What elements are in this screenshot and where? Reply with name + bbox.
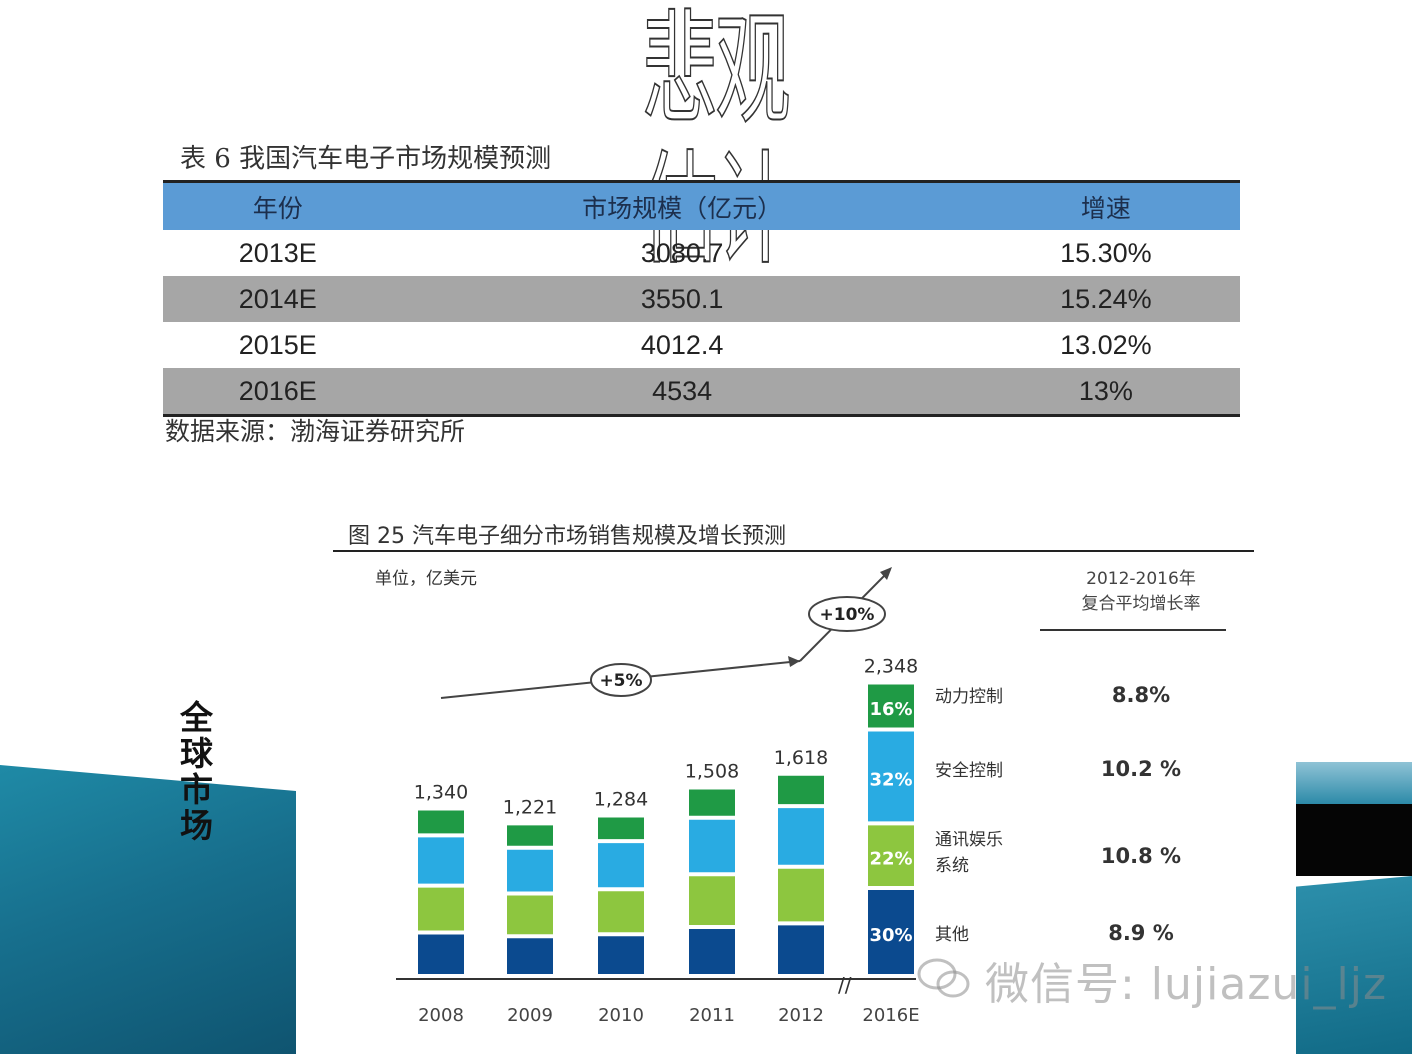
legend-label: 其他 <box>935 925 969 945</box>
bar-total-label: 1,340 <box>414 782 468 804</box>
side-label: 全球市场 <box>180 698 213 845</box>
cell-year: 2014E <box>163 276 393 322</box>
table-row: 2016E 4534 13% <box>163 368 1240 417</box>
bar-segment-2010-1 <box>598 891 644 933</box>
bar-segment-2008-0 <box>418 934 464 974</box>
table-row: 2013E 3080.7 15.30% <box>163 230 1240 276</box>
cagr-header: 复合平均增长率 <box>1082 594 1201 614</box>
cell-growth: 15.30% <box>1060 237 1152 268</box>
bar-segment-2008-3 <box>418 810 464 834</box>
table-caption: 表 6 我国汽车电子市场规模预测 <box>180 144 552 174</box>
legend-label: 安全控制 <box>935 761 1003 781</box>
x-tick-label: 2010 <box>598 1005 644 1026</box>
decorative-teal-panel-left <box>0 765 296 1054</box>
wechat-icon <box>917 958 970 998</box>
bar-total-label: 1,618 <box>774 747 828 769</box>
segment-share-label: 16% <box>869 699 912 720</box>
growth-badge <box>590 663 652 697</box>
bar-segment-2011-1 <box>689 876 735 925</box>
decorative-panel-right-dark <box>1296 804 1412 876</box>
bar-segment-2012-1 <box>778 868 824 922</box>
bar-segment-2010-2 <box>598 843 644 888</box>
bar-segment-2016E-1 <box>868 825 914 886</box>
growth-badge-label: +10% <box>820 605 875 625</box>
cell-year: 2013E <box>238 237 317 268</box>
bar-segment-2009-0 <box>507 938 553 974</box>
bar-segment-2010-3 <box>598 817 644 840</box>
x-tick-label: 2008 <box>418 1005 464 1026</box>
chart-unit-label: 单位，亿美元 <box>375 569 477 589</box>
bar-segment-2012-2 <box>778 808 824 865</box>
bar-segment-2009-2 <box>507 849 553 892</box>
cell-growth: 13% <box>971 368 1240 417</box>
bar-total-label: 1,508 <box>685 761 739 783</box>
x-tick-label: 2016E <box>862 1005 919 1026</box>
cell-size: 3550.1 <box>392 276 972 322</box>
cell-size: 4012.4 <box>640 329 724 360</box>
segment-share-label: 30% <box>869 925 912 946</box>
table-source: 数据来源：渤海证券研究所 <box>165 417 466 446</box>
cell-size: 3080.7 <box>640 237 724 268</box>
header-market-size: 市场规模（亿元） <box>392 180 972 230</box>
watermark-text: 微信号: lujiazui_ljz <box>985 959 1388 1010</box>
bar-segment-2012-0 <box>778 925 824 974</box>
bar-total-label: 1,284 <box>594 789 648 811</box>
x-tick-label: 2012 <box>778 1005 824 1026</box>
bar-segment-2009-3 <box>507 825 553 846</box>
bar-segment-2011-3 <box>689 789 735 816</box>
cagr-value: 10.8 % <box>1101 844 1181 868</box>
cell-year: 2016E <box>163 368 393 417</box>
forecast-table: 年份 市场规模（亿元） 增速 2013E 3080.7 15.30% 2014E… <box>163 180 1240 417</box>
arrowhead <box>880 567 892 580</box>
growth-badge-label: +5% <box>599 671 642 691</box>
bar-segment-2008-2 <box>418 837 464 884</box>
chart-title: 图 25 汽车电子细分市场销售规模及增长预测 <box>348 524 786 549</box>
bar-segment-2012-3 <box>778 775 824 805</box>
cell-growth: 15.24% <box>971 276 1240 322</box>
cagr-value: 8.8% <box>1112 683 1170 707</box>
cagr-value: 8.9 % <box>1108 921 1174 945</box>
bar-segment-2016E-2 <box>868 731 914 822</box>
chart-title-rule <box>333 550 1254 552</box>
bar-segment-2016E-3 <box>868 684 914 728</box>
bar-segment-2016E-0 <box>868 890 914 974</box>
legend-label: 系统 <box>935 856 969 876</box>
header-growth: 增速 <box>971 180 1240 230</box>
cell-growth: 13.02% <box>1060 329 1152 360</box>
axis-break-mark: // <box>838 973 852 997</box>
table-row: 2014E 3550.1 15.24% <box>163 276 1240 322</box>
bar-segment-2008-1 <box>418 887 464 931</box>
arrowhead <box>788 656 800 667</box>
bar-segment-2011-2 <box>689 819 735 873</box>
x-tick-label: 2011 <box>689 1005 735 1026</box>
cagr-value: 10.2 % <box>1101 757 1181 781</box>
header-year: 年份 <box>163 180 393 230</box>
table-header-row: 年份 市场规模（亿元） 增速 <box>163 180 1240 230</box>
legend-label: 动力控制 <box>935 687 1003 707</box>
decorative-panel-right-bottom <box>1296 876 1412 1054</box>
bar-total-label: 1,221 <box>503 796 557 818</box>
x-tick-label: 2009 <box>507 1005 553 1026</box>
legend-label: 通讯娱乐 <box>935 830 1003 850</box>
table-row: 2015E 4012.4 13.02% <box>163 322 1240 368</box>
bar-segment-2011-0 <box>689 929 735 974</box>
bar-segment-2010-0 <box>598 936 644 974</box>
bar-total-label: 2,348 <box>864 656 918 678</box>
cell-year: 2015E <box>238 329 317 360</box>
segment-share-label: 22% <box>869 849 912 870</box>
cagr-header: 2012-2016年 <box>1086 569 1196 589</box>
segment-share-label: 32% <box>869 769 912 790</box>
cell-size: 4534 <box>392 368 972 417</box>
decorative-panel-right-top <box>1296 762 1412 804</box>
bar-segment-2009-1 <box>507 895 553 935</box>
growth-badge <box>808 596 886 632</box>
